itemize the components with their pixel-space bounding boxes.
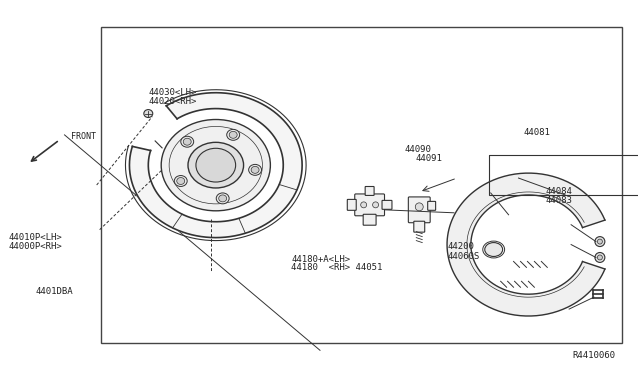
- Ellipse shape: [227, 129, 239, 140]
- Text: 44020<RH>: 44020<RH>: [148, 97, 197, 106]
- Text: 44081: 44081: [524, 128, 550, 137]
- Text: 44060S: 44060S: [447, 251, 479, 261]
- FancyBboxPatch shape: [365, 186, 374, 195]
- Text: 44083: 44083: [545, 196, 572, 205]
- Text: 44030<LH>: 44030<LH>: [148, 89, 197, 97]
- Text: 44090: 44090: [404, 145, 431, 154]
- Polygon shape: [129, 93, 302, 238]
- Text: 44180+A<LH>: 44180+A<LH>: [291, 254, 351, 264]
- Circle shape: [595, 253, 605, 262]
- Text: FRONT: FRONT: [72, 132, 97, 141]
- FancyBboxPatch shape: [355, 194, 385, 216]
- FancyBboxPatch shape: [428, 201, 436, 210]
- Ellipse shape: [251, 166, 259, 173]
- Ellipse shape: [219, 195, 227, 202]
- Circle shape: [372, 202, 378, 208]
- Text: 44010P<LH>: 44010P<LH>: [9, 233, 63, 242]
- Ellipse shape: [180, 136, 194, 147]
- Ellipse shape: [484, 243, 502, 256]
- Ellipse shape: [144, 110, 153, 118]
- Ellipse shape: [188, 142, 244, 188]
- Text: 44084: 44084: [545, 187, 572, 196]
- Circle shape: [597, 255, 602, 260]
- Text: 4401DBA: 4401DBA: [35, 287, 73, 296]
- FancyBboxPatch shape: [408, 197, 430, 223]
- Circle shape: [597, 239, 602, 244]
- Ellipse shape: [196, 148, 236, 182]
- Bar: [489, 155, 640, 195]
- Text: 44180  <RH> 44051: 44180 <RH> 44051: [291, 263, 383, 272]
- Circle shape: [415, 203, 423, 211]
- Text: R4410060: R4410060: [572, 351, 616, 360]
- Ellipse shape: [183, 138, 191, 145]
- Ellipse shape: [174, 176, 187, 186]
- Circle shape: [361, 202, 367, 208]
- FancyBboxPatch shape: [348, 199, 356, 210]
- FancyBboxPatch shape: [382, 201, 392, 209]
- Polygon shape: [447, 173, 605, 316]
- Ellipse shape: [249, 164, 262, 175]
- FancyBboxPatch shape: [414, 221, 425, 232]
- Ellipse shape: [216, 193, 229, 204]
- Ellipse shape: [229, 131, 237, 138]
- Text: 44000P<RH>: 44000P<RH>: [9, 243, 63, 251]
- Bar: [101, 27, 621, 343]
- Ellipse shape: [177, 177, 185, 185]
- Text: 44200: 44200: [447, 243, 474, 251]
- FancyBboxPatch shape: [363, 214, 376, 225]
- Ellipse shape: [161, 119, 270, 211]
- Circle shape: [595, 237, 605, 247]
- Text: 44091: 44091: [415, 154, 442, 163]
